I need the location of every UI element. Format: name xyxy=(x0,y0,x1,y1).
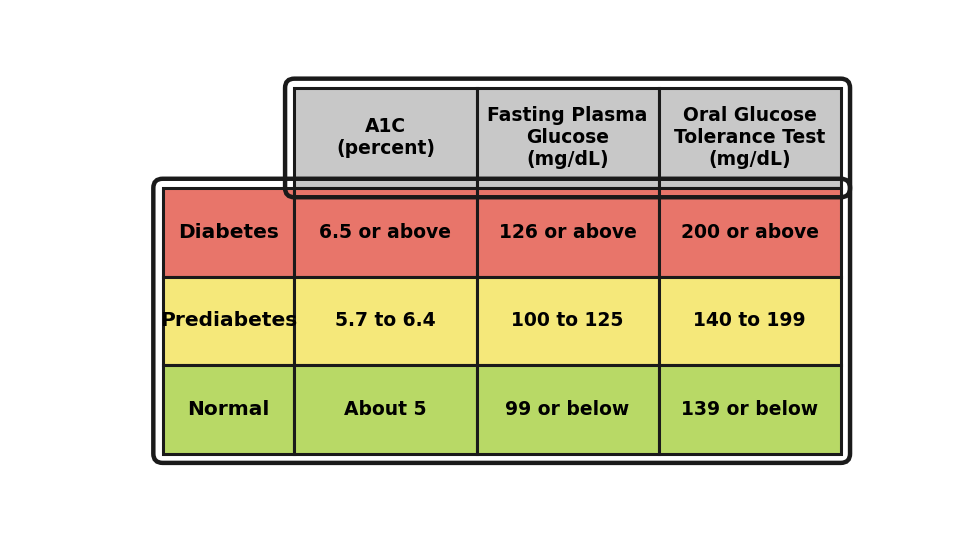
Bar xyxy=(295,365,476,454)
Text: Oral Glucose
Tolerance Test
(mg/dL): Oral Glucose Tolerance Test (mg/dL) xyxy=(674,106,826,170)
Bar xyxy=(162,276,295,365)
Bar xyxy=(659,88,841,188)
Text: 6.5 or above: 6.5 or above xyxy=(320,223,451,242)
Bar xyxy=(295,188,476,276)
Bar xyxy=(659,365,841,454)
Text: Diabetes: Diabetes xyxy=(178,223,279,242)
Bar xyxy=(659,276,841,365)
Bar xyxy=(476,276,659,365)
Text: 5.7 to 6.4: 5.7 to 6.4 xyxy=(335,312,436,330)
Text: About 5: About 5 xyxy=(345,400,426,419)
Bar xyxy=(162,188,295,276)
Text: A1C
(percent): A1C (percent) xyxy=(336,117,435,158)
Bar xyxy=(295,88,476,188)
Bar xyxy=(295,276,476,365)
Text: Normal: Normal xyxy=(187,400,270,419)
Bar xyxy=(476,365,659,454)
Text: Prediabetes: Prediabetes xyxy=(160,312,298,330)
Text: 126 or above: 126 or above xyxy=(498,223,636,242)
Bar xyxy=(659,188,841,276)
Bar xyxy=(476,188,659,276)
Text: 200 or above: 200 or above xyxy=(681,223,819,242)
Text: 100 to 125: 100 to 125 xyxy=(512,312,624,330)
Text: 140 to 199: 140 to 199 xyxy=(693,312,806,330)
Text: 139 or below: 139 or below xyxy=(682,400,818,419)
Bar xyxy=(162,365,295,454)
Bar xyxy=(476,88,659,188)
Text: 99 or below: 99 or below xyxy=(505,400,630,419)
Text: Fasting Plasma
Glucose
(mg/dL): Fasting Plasma Glucose (mg/dL) xyxy=(488,106,648,170)
